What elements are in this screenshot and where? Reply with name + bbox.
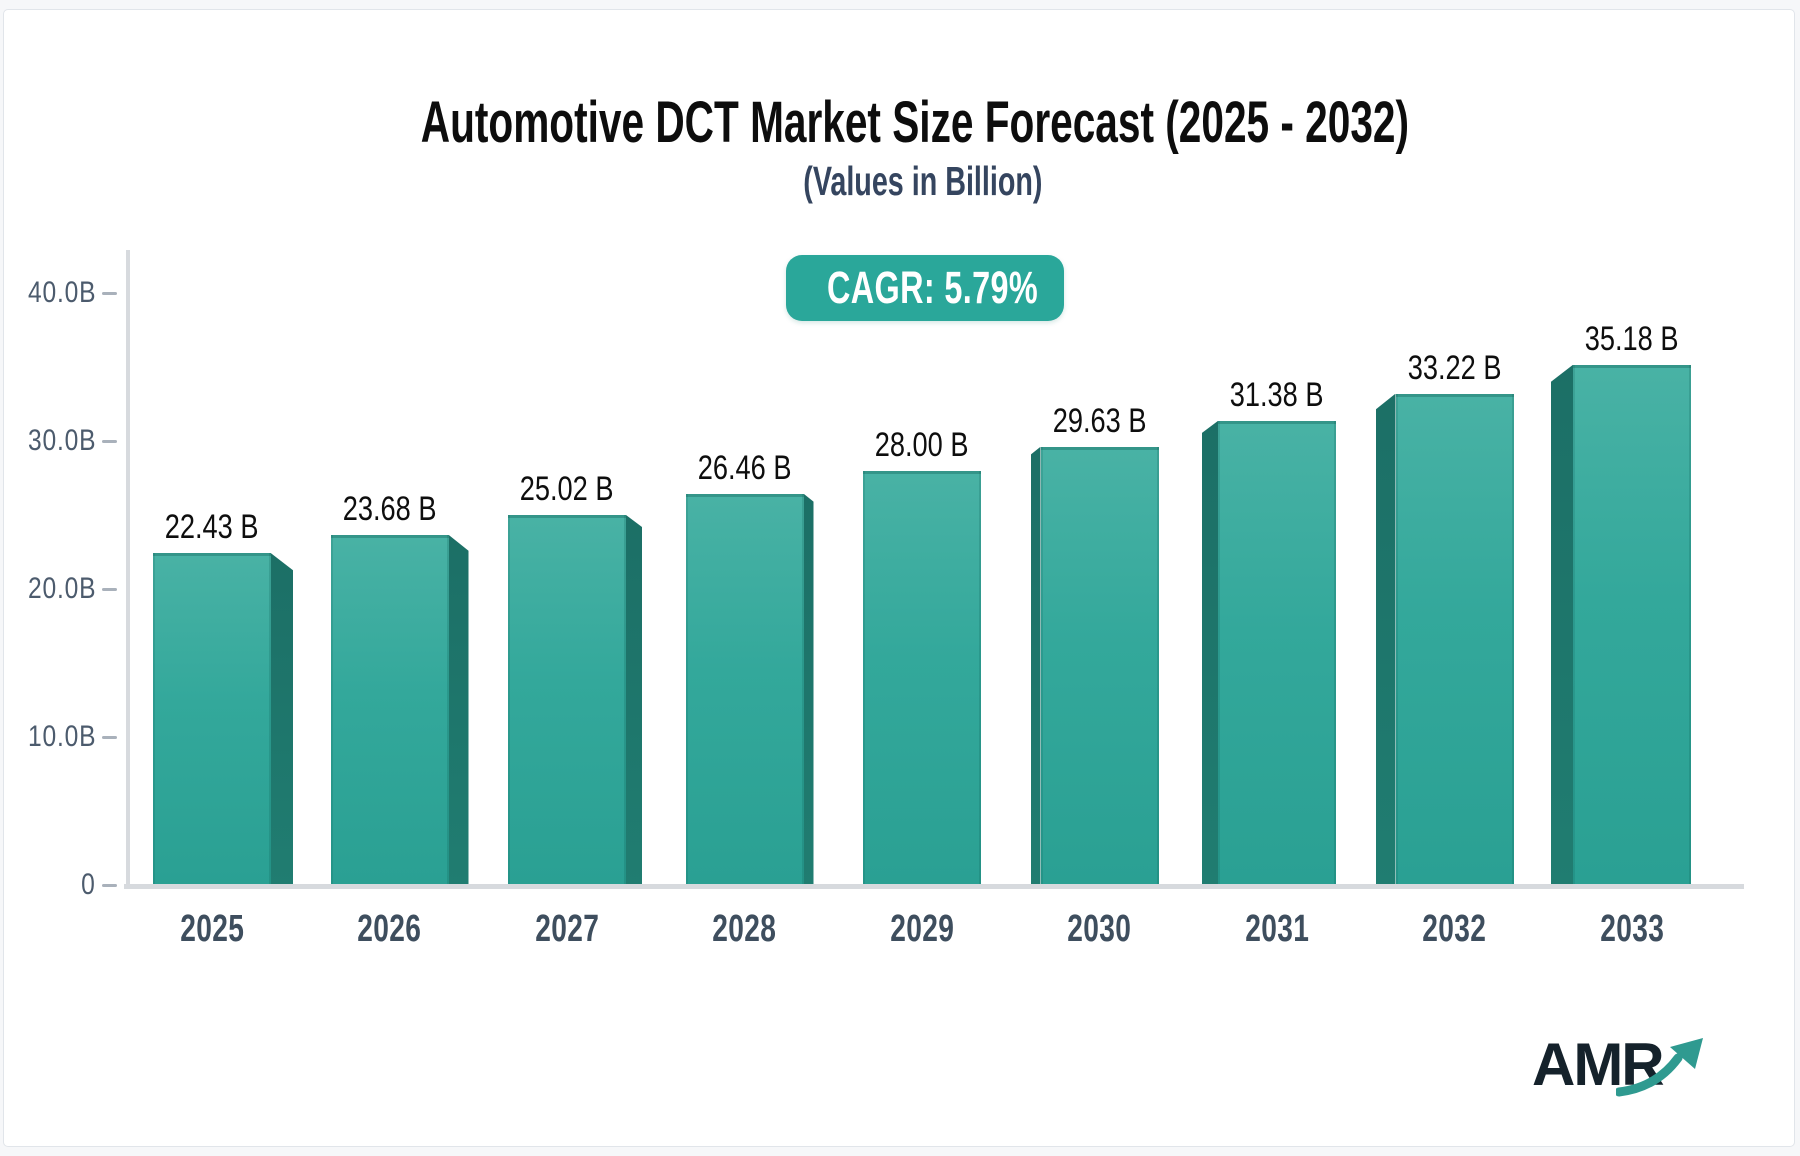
bar-front-face [330,534,449,886]
chart-title-text: Automotive DCT Market Size Forecast (202… [420,90,1410,155]
y-tick-mark [102,736,117,740]
y-tick-label-text: 30.0B [27,424,96,458]
bar-front-face [863,470,981,886]
bar-value-label: 31.38 B [1167,375,1387,415]
y-tick-label: 0 [0,867,96,903]
x-tick-label-text: 2029 [889,908,955,950]
x-tick-label: 2031 [1167,908,1387,950]
y-tick-mark [102,440,117,444]
bar-front-face [1040,446,1159,886]
bar-front-face [1218,420,1336,886]
bar-side-face [1551,364,1573,886]
bar-value-text: 29.63 B [1052,401,1147,440]
bar-value-label: 28.00 B [812,425,1032,465]
bar-side-face [1030,446,1041,886]
bar-value-label: 25.02 B [457,469,677,509]
x-tick-label-text: 2030 [1067,908,1132,950]
y-tick-label: 30.0B [0,423,96,459]
cagr-badge-label: CAGR: 5.79% [827,262,1039,313]
bar-front-face [1395,393,1514,886]
y-axis-line [126,250,130,889]
bar-front-face [1573,364,1691,886]
amr-logo: AMR [1532,1034,1712,1098]
bar-value-text: 23.68 B [342,489,437,528]
bar-value-label: 23.68 B [280,489,500,529]
amr-logo-arrow-icon [1616,1038,1703,1097]
bar-side-face [626,514,642,886]
x-tick-label: 2029 [812,908,1032,950]
bar-side-face [448,534,469,886]
bar-side-face [1202,420,1218,886]
chart-title: Automotive DCT Market Size Forecast (202… [15,92,1800,154]
chart-subtitle: (Values in Billion) [23,158,1800,204]
x-axis-line [124,884,1744,889]
bar-front-face [685,493,804,886]
x-tick-label-text: 2026 [357,908,422,950]
chart-subtitle-text: (Values in Billion) [803,158,1043,204]
y-tick-mark [102,292,117,296]
x-tick-label-text: 2032 [1422,908,1487,950]
x-tick-label-text: 2031 [1244,908,1310,950]
x-tick-label: 2027 [457,908,677,950]
x-tick-label-text: 2028 [712,908,777,950]
bar-value-label: 33.22 B [1345,348,1565,388]
bar-value-label: 26.46 B [635,448,855,488]
bar-value-text: 26.46 B [697,448,792,487]
bar-value-text: 31.38 B [1230,375,1324,414]
x-tick-label: 2032 [1345,908,1565,950]
bar-side-face [271,553,293,886]
y-tick-label-text: 40.0B [27,276,96,310]
bar-value-label: 35.18 B [1522,319,1742,359]
x-tick-label-text: 2027 [534,908,600,950]
bar-value-text: 35.18 B [1585,319,1679,358]
x-tick-label: 2025 [102,908,322,950]
bar-front-face [153,553,271,886]
x-tick-label: 2030 [990,908,1210,950]
bar-value-text: 25.02 B [520,469,614,508]
y-tick-mark [102,588,117,592]
y-tick-label: 10.0B [0,719,96,755]
bar-value-label: 22.43 B [102,507,322,547]
bar-value-text: 22.43 B [165,508,259,547]
x-tick-label: 2026 [280,908,500,950]
x-tick-label-text: 2033 [1599,908,1665,950]
y-tick-mark [102,884,117,887]
y-tick-label: 20.0B [0,571,96,607]
x-tick-label: 2033 [1522,908,1742,950]
y-tick-label: 40.0B [0,275,96,311]
bar-front-face [508,514,626,886]
y-tick-label-text: 20.0B [27,572,96,606]
x-tick-label-text: 2025 [179,908,245,950]
y-tick-label-text: 10.0B [27,720,96,754]
x-tick-label: 2028 [635,908,855,950]
cagr-badge: CAGR: 5.79% [786,255,1064,321]
y-tick-label-text: 0 [81,868,96,901]
bar-side-face [803,493,814,886]
bar-value-text: 33.22 B [1407,348,1502,387]
bar-side-face [1375,393,1396,886]
bar-value-text: 28.00 B [875,425,969,464]
bar-value-label: 29.63 B [990,401,1210,441]
